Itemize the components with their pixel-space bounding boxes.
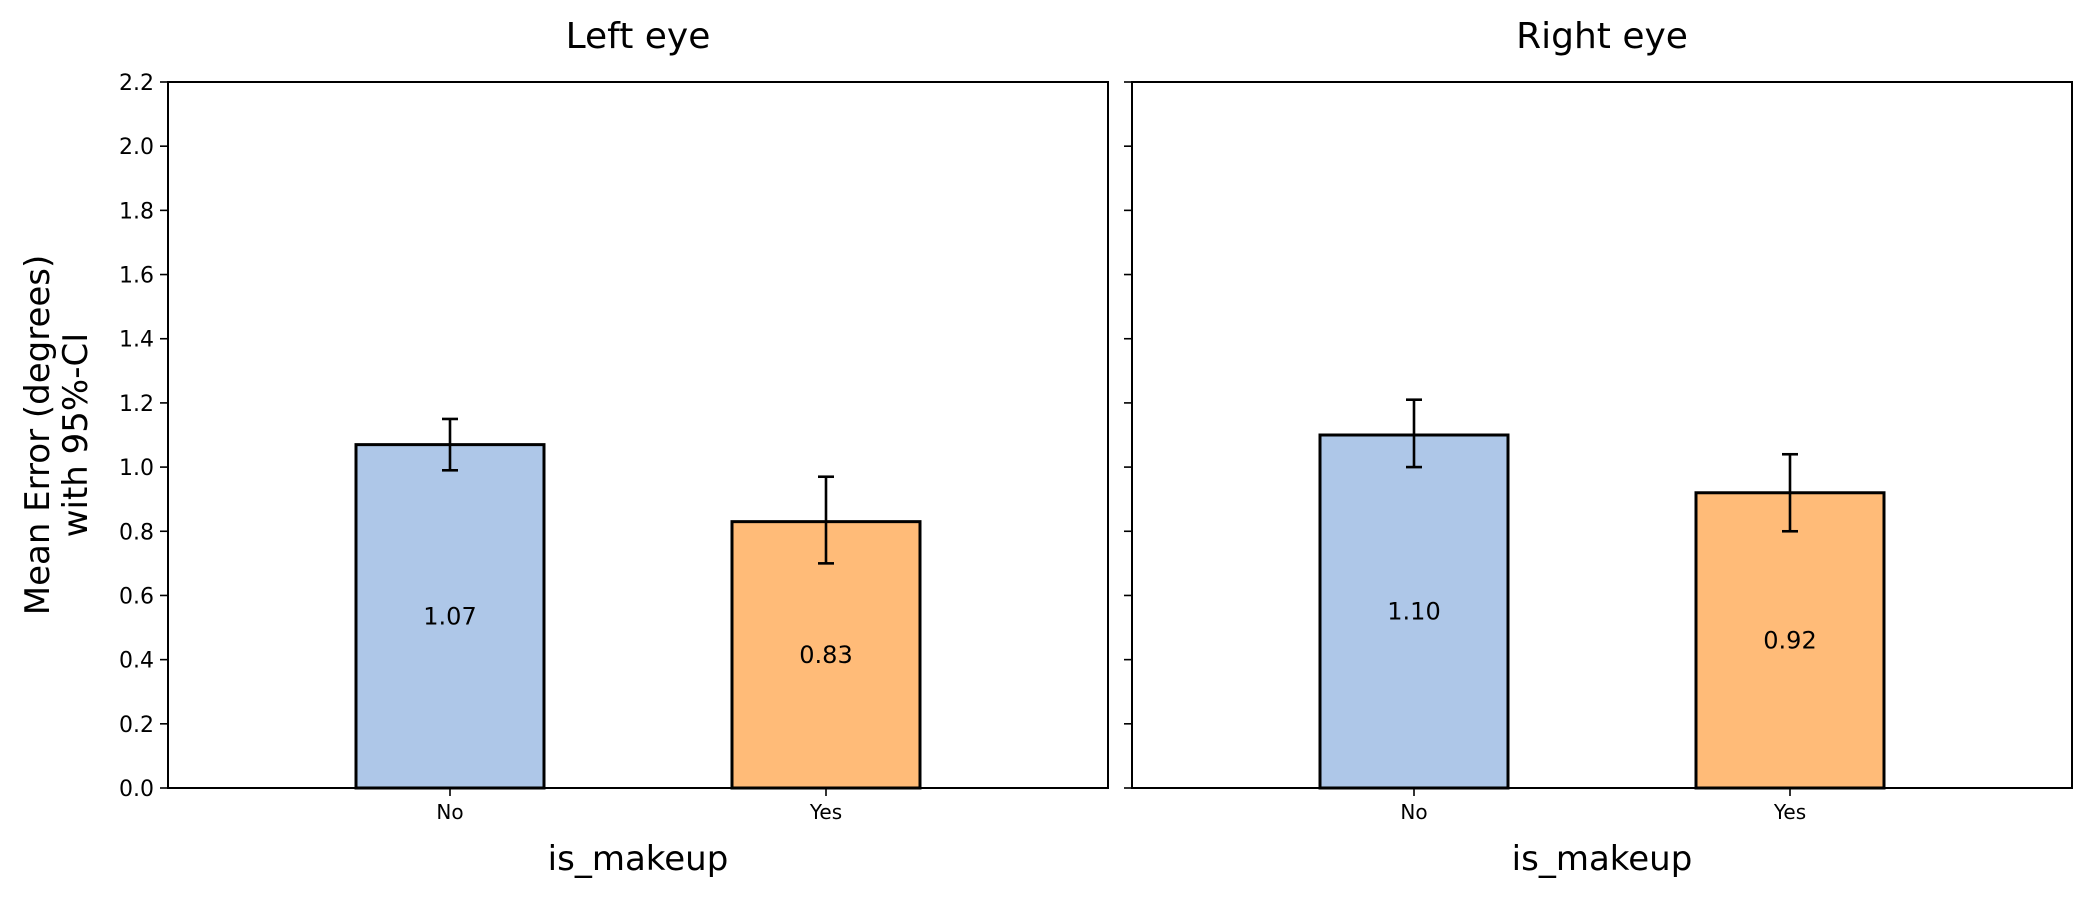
y-tick-label: 0.6 (119, 584, 154, 609)
y-axis-label-line-2: with 95%-CI (56, 333, 96, 538)
y-tick-label: 1.6 (119, 264, 154, 289)
y-tick-label: 0.4 (119, 649, 154, 674)
error-bar (442, 417, 458, 472)
y-axis-label-line-1: Mean Error (degrees) (18, 255, 58, 616)
error-bar (1782, 452, 1798, 533)
y-tick-label: 1.8 (119, 199, 154, 224)
x-tick-label: No (1400, 800, 1427, 824)
x-tick-label: Yes (809, 800, 842, 824)
x-tick-label: No (436, 800, 463, 824)
y-tick-label: 0.2 (119, 713, 154, 738)
y-tick-label: 1.4 (119, 328, 154, 353)
y-axis (1124, 81, 1132, 789)
y-tick-label: 0.8 (119, 520, 154, 545)
data-label: 0.83 (799, 641, 852, 669)
bars: 1.07 No 0.83 Yes (354, 417, 922, 824)
y-axis-label: Mean Error (degrees) with 95%-CI (18, 255, 96, 616)
y-tick-label: 2.0 (119, 135, 154, 160)
plot-frame (167, 81, 1109, 789)
error-bar (818, 475, 834, 565)
panel-title: Right eye (1516, 16, 1688, 57)
plot-frame (1131, 81, 2073, 789)
bars: 1.10 No 0.92 Yes (1318, 398, 1886, 824)
bar-no (354, 443, 546, 790)
panel-title: Left eye (566, 16, 711, 57)
data-label: 1.07 (423, 602, 476, 630)
data-label: 0.92 (1763, 626, 1816, 654)
error-bar (1406, 398, 1422, 469)
y-tick-label: 1.0 (119, 456, 154, 481)
bar-yes (1694, 491, 1886, 790)
x-tick-label: Yes (1773, 800, 1806, 824)
x-axis-label: is_makeup (1512, 839, 1693, 879)
panel-right-eye: Right eye is_makeup 1.10 No 0.92 Yes (1124, 16, 2073, 879)
y-tick-label: 0.0 (119, 777, 154, 802)
x-axis-label: is_makeup (548, 839, 729, 879)
data-label: 1.10 (1387, 598, 1440, 626)
y-tick-label: 2.2 (119, 71, 154, 96)
y-axis: 0.0 0.2 0.4 0.6 0.8 1.0 1.2 1.4 1.6 1.8 2.0 2.2 (119, 71, 168, 802)
panel-left-eye: Left eye is_makeup 0.0 0.2 0.4 0.6 0.8 1.0 1.2… (119, 16, 1109, 879)
y-tick-label: 1.2 (119, 392, 154, 417)
